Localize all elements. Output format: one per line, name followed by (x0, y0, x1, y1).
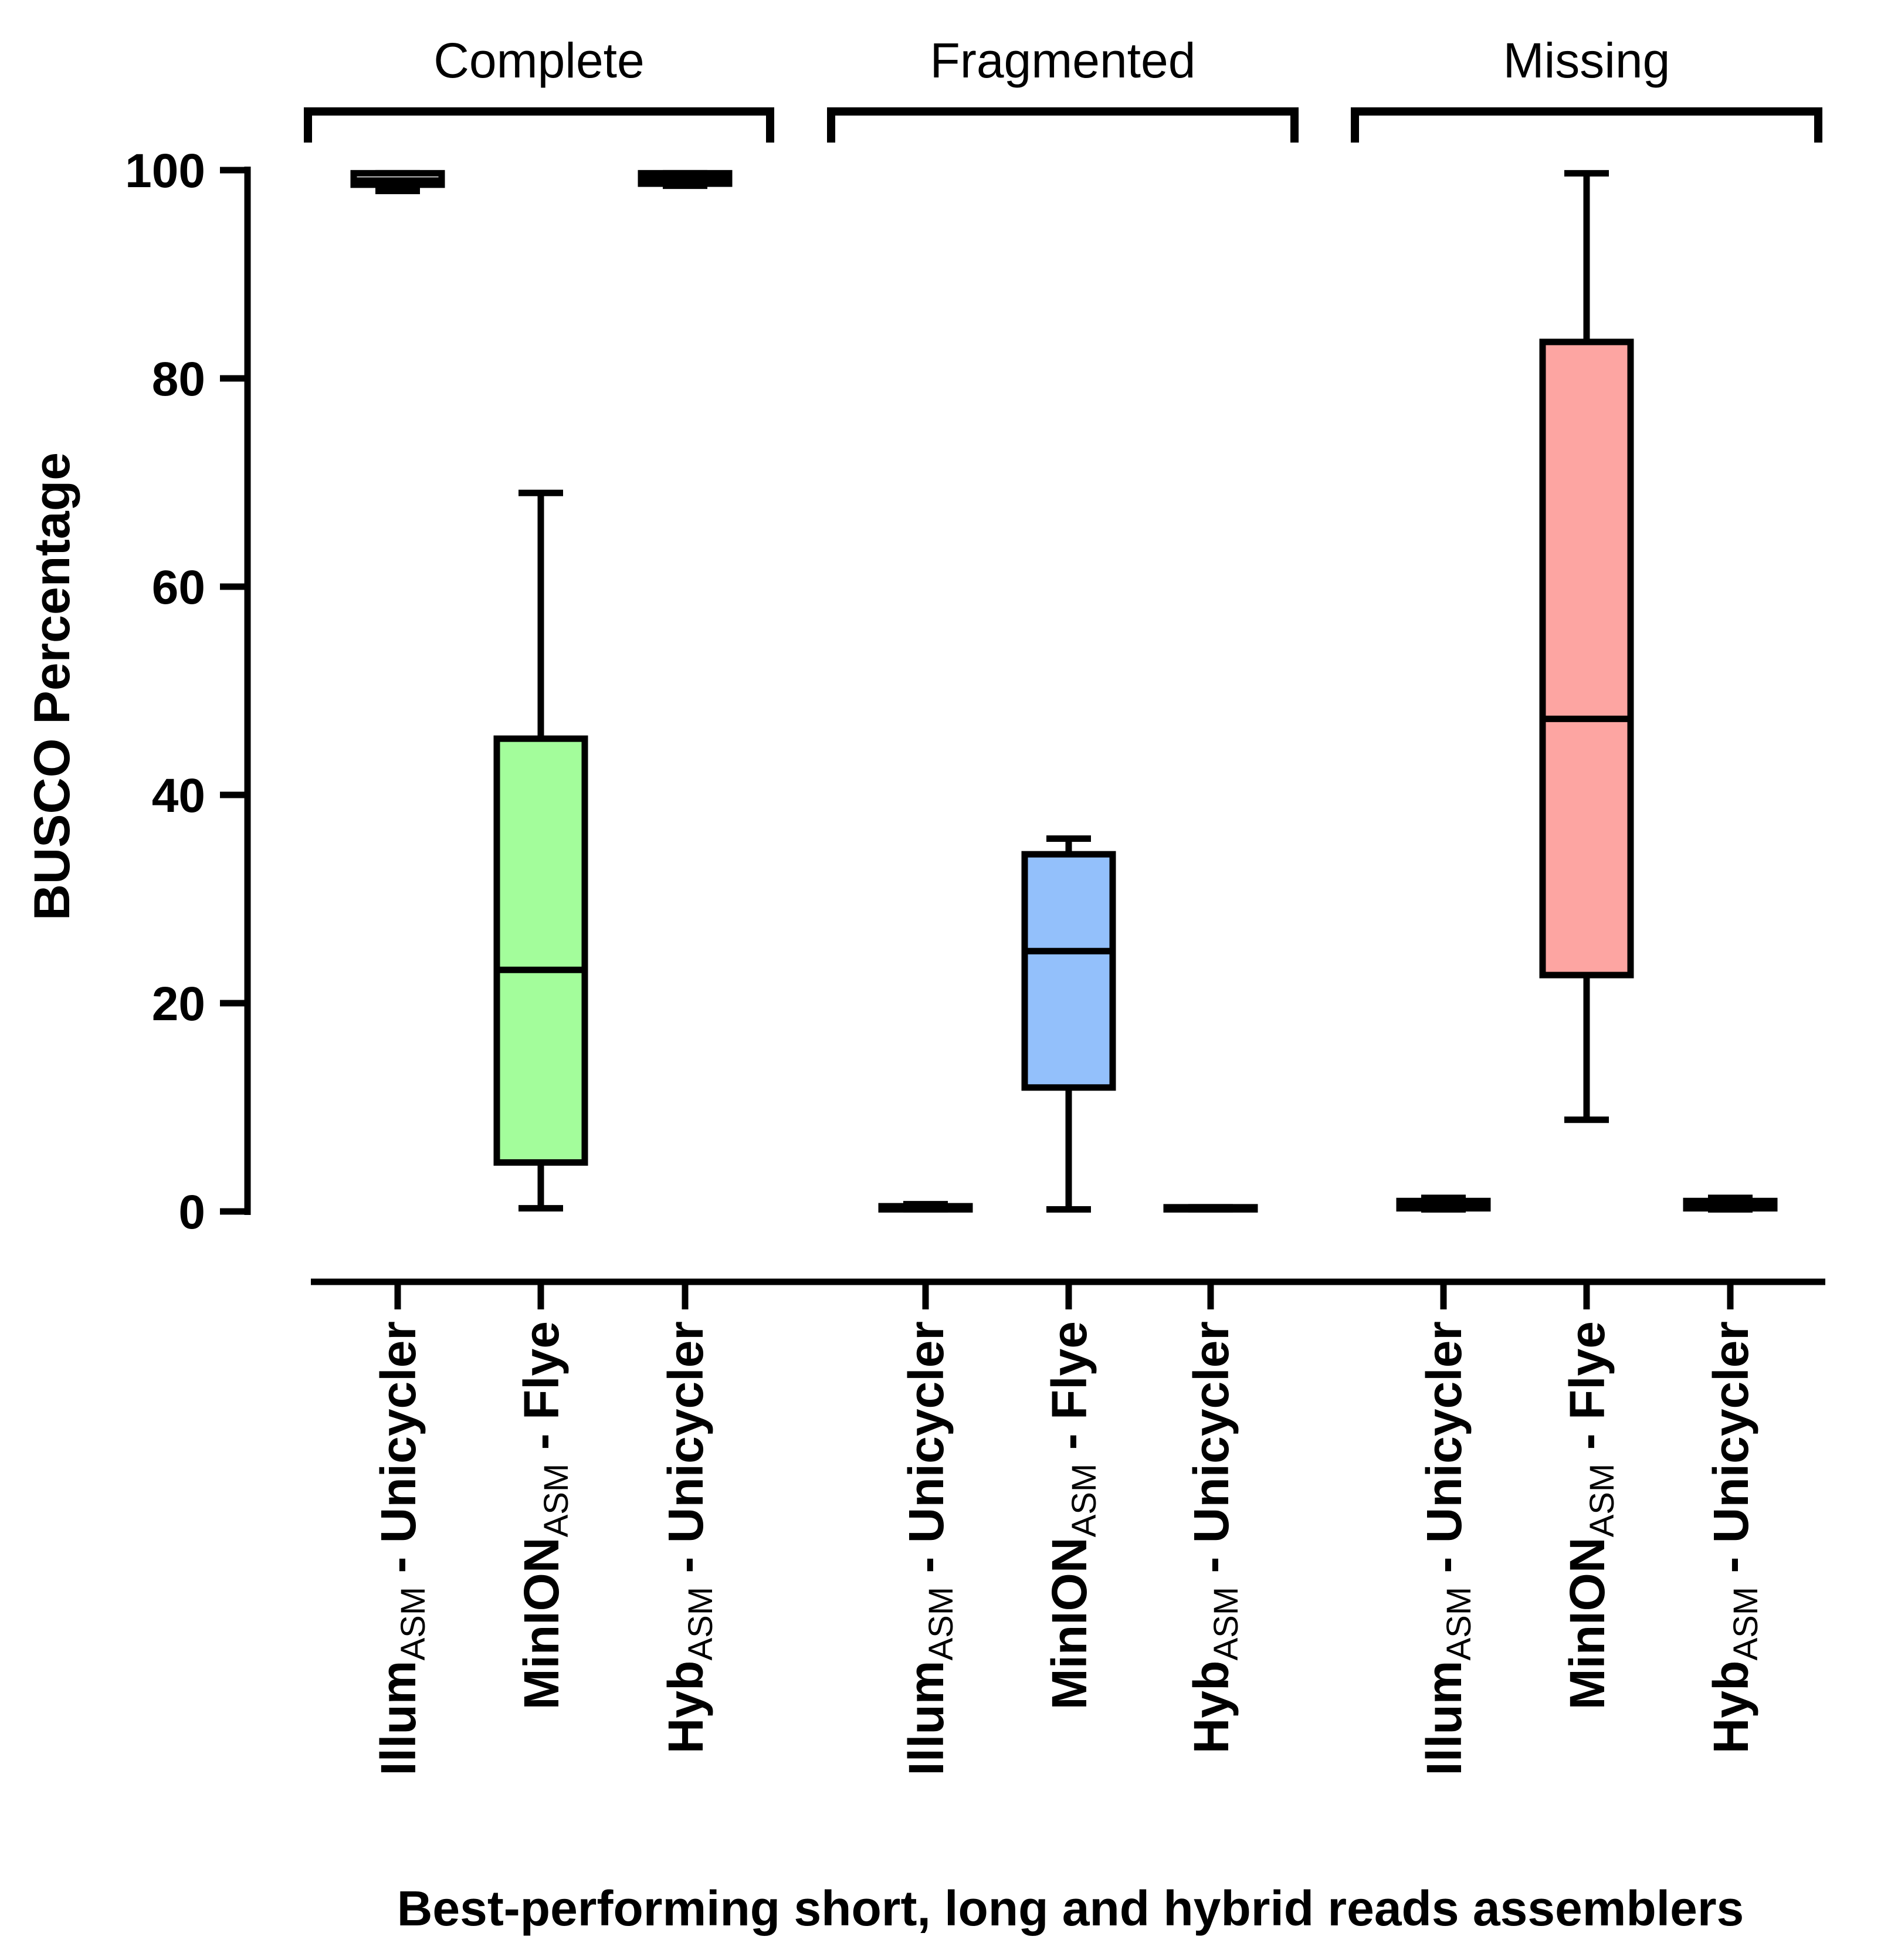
group-bracket (1351, 107, 1822, 143)
box-complete-minion (493, 489, 588, 1212)
group-label: Complete (433, 33, 645, 88)
box-missing-hyb (1683, 1194, 1778, 1213)
group-brackets (304, 107, 1822, 143)
box-iqr (1539, 338, 1634, 979)
x-tick-label: IllumASM - Unicycler (1416, 1321, 1478, 1776)
x-tick-label: MinIONASM - Flye (1560, 1321, 1621, 1710)
box-missing-minion (1539, 170, 1634, 1123)
x-tick-label: MinIONASM - Flye (1042, 1321, 1103, 1710)
box-series (350, 170, 1778, 1213)
y-tick-label: 40 (152, 769, 205, 822)
y-tick-label: 20 (152, 977, 205, 1031)
y-axis: 0 20 40 60 80 100 (125, 144, 251, 1239)
box-fragmented-illum (878, 1201, 973, 1213)
box-iqr (1021, 851, 1116, 1091)
x-tick-label: HybASM - Unicycler (658, 1321, 720, 1753)
y-tick-label: 0 (178, 1186, 205, 1239)
y-tick-label: 60 (152, 561, 205, 614)
x-tick-label: IllumASM - Unicycler (899, 1321, 960, 1776)
group-label: Fragmented (930, 33, 1196, 88)
y-tick-label: 100 (125, 144, 205, 198)
x-tick-label: IllumASM - Unicycler (371, 1321, 432, 1776)
y-axis-label: BUSCO Percentage (24, 452, 80, 920)
y-tick-label: 80 (152, 353, 205, 406)
box-complete-hyb (638, 170, 733, 189)
x-tick-label: MinIONASM - Flye (514, 1321, 575, 1710)
box-complete-illum (350, 170, 445, 194)
x-tick-label: HybASM - Unicycler (1703, 1321, 1765, 1753)
x-axis-label: Best-performing short, long and hybrid r… (397, 1881, 1744, 1936)
group-label: Missing (1503, 33, 1670, 88)
box-iqr (493, 735, 588, 1166)
group-bracket (304, 107, 774, 143)
box-fragmented-minion (1021, 835, 1116, 1213)
box-missing-illum (1396, 1194, 1491, 1213)
x-tick-label: HybASM - Unicycler (1184, 1321, 1245, 1753)
group-bracket (827, 107, 1299, 143)
group-labels: Complete Fragmented Missing (433, 33, 1670, 88)
x-axis: IllumASM - Unicycler MinIONASM - Flye HybA… (311, 1278, 1825, 1776)
box-fragmented-hyb (1163, 1204, 1258, 1213)
